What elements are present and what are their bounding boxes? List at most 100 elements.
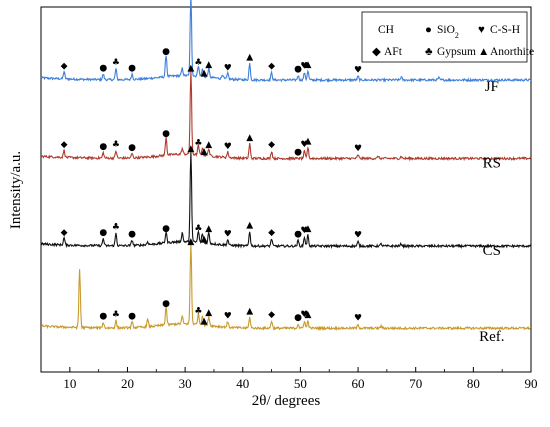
x-tick-label: 70: [409, 376, 422, 391]
legend-box: [361, 11, 528, 63]
legend-symbol-diamond: ◆: [372, 46, 382, 58]
series-label: Ref.: [479, 329, 504, 345]
triangle-marker: ▲: [304, 310, 311, 320]
series-layer: [40, 0, 532, 332]
x-tick-label: 80: [467, 376, 480, 391]
diamond-marker: ◆: [61, 62, 68, 72]
heart-marker: ♥: [300, 140, 308, 150]
legend-symbol-ch: CH: [378, 24, 394, 36]
club-marker: ♣: [194, 224, 202, 234]
x-tick-label: 30: [179, 376, 192, 391]
series-line-cs: [40, 151, 532, 250]
diamond-marker: ◆: [268, 228, 275, 238]
circle-marker: ●: [294, 313, 302, 323]
circle-marker: ●: [128, 64, 136, 74]
circle-marker: ●: [294, 65, 302, 75]
triangle-marker: ▲: [304, 60, 311, 70]
legend-label-text: SiO: [437, 24, 455, 36]
heart-marker: ♥: [224, 142, 232, 152]
heart-marker: ♥: [224, 312, 232, 322]
legend-symbol-circle: ●: [425, 24, 432, 36]
heart-marker: ♥: [224, 230, 232, 240]
club-marker: ♣: [112, 58, 120, 68]
diamond-marker: ◆: [61, 228, 68, 238]
club-marker: ♣: [112, 222, 120, 232]
triangle-marker: ▲: [205, 308, 212, 318]
circle-marker: ●: [162, 129, 170, 139]
series-line-rs: [40, 70, 532, 162]
legend-label: C-S-H: [490, 24, 520, 36]
x-tick-label: 20: [121, 376, 134, 391]
heart-marker: ♥: [300, 310, 308, 320]
legend-label-text: Anorthite: [490, 46, 534, 58]
club-marker: ♣: [194, 58, 202, 68]
legend-label-text: AFt: [384, 46, 403, 58]
circle-marker: ●: [128, 230, 136, 240]
legend-symbol-club: ♣: [425, 46, 433, 58]
diamond-marker: ◆: [268, 62, 275, 72]
circle-marker: ●: [99, 64, 107, 74]
heart-marker: ♥: [224, 64, 232, 74]
diamond-marker: ◆: [61, 140, 68, 150]
series-label: JF: [485, 79, 499, 95]
legend-label-text: C-S-H: [490, 24, 520, 36]
circle-marker: ●: [162, 224, 170, 234]
marker-layer: ◆●♣●●▲♣▲▲♥▲◆●♥▲♥◆●♣●●▲♣▲▲♥▲◆●♥▲♥◆●♣●●▲♣▲…: [61, 47, 363, 327]
triangle-marker: ▲: [201, 235, 208, 245]
legend-label-subscript: 2: [455, 31, 459, 40]
series-label: RS: [483, 156, 501, 172]
legend-label: SiO2: [437, 24, 459, 40]
triangle-marker: ▲: [205, 140, 212, 150]
plot-frame: [40, 6, 532, 373]
x-axis: 10 20 30 40 50 60 70 80 90: [40, 367, 538, 391]
triangle-marker: ▲: [187, 144, 194, 154]
x-tick-label: 40: [236, 376, 249, 391]
triangle-marker: ▲: [304, 224, 311, 234]
diamond-marker: ◆: [268, 140, 275, 150]
series-line-jf: [40, 0, 532, 84]
circle-marker: ●: [128, 143, 136, 153]
circle-marker: ●: [294, 230, 302, 240]
heart-marker: ♥: [354, 65, 362, 75]
triangle-marker: ▲: [205, 60, 212, 70]
triangle-marker: ▲: [187, 64, 194, 74]
circle-marker: ●: [99, 312, 107, 322]
x-tick-label: 10: [63, 376, 76, 391]
x-tick-label: 90: [525, 376, 538, 391]
circle-marker: ●: [99, 228, 107, 238]
circle-marker: ●: [294, 147, 302, 157]
club-marker: ♣: [112, 310, 120, 320]
club-marker: ♣: [194, 138, 202, 148]
heart-marker: ♥: [300, 226, 308, 236]
legend-label-text: Gypsum: [437, 46, 476, 58]
triangle-marker: ▲: [205, 224, 212, 234]
circle-marker: ●: [99, 142, 107, 152]
diamond-marker: ◆: [268, 310, 275, 320]
x-tick-label: 60: [352, 376, 365, 391]
triangle-marker: ▲: [246, 133, 253, 143]
triangle-marker: ▲: [304, 137, 311, 147]
legend-symbol-heart: ♥: [478, 24, 485, 36]
triangle-marker: ▲: [246, 53, 253, 63]
series-line-ref: [40, 243, 531, 332]
triangle-marker: ▲: [201, 69, 208, 79]
legend-label: AFt: [384, 46, 403, 58]
circle-marker: ●: [162, 47, 170, 57]
legend-label: Anorthite: [490, 46, 534, 58]
heart-marker: ♥: [354, 231, 362, 241]
heart-marker: ♥: [354, 144, 362, 154]
club-marker: ♣: [194, 306, 202, 316]
legend-symbol-triangle: ▲: [478, 46, 489, 58]
x-tick-label: 50: [294, 376, 307, 391]
series-label-layer: JF RS CS Ref.: [479, 79, 504, 345]
heart-marker: ♥: [354, 314, 362, 324]
legend-label: Gypsum: [437, 46, 476, 58]
club-marker: ♣: [112, 140, 120, 150]
y-axis-title: Intensity/a.u.: [8, 151, 24, 229]
triangle-marker: ▲: [187, 237, 194, 247]
triangle-marker: ▲: [201, 317, 208, 327]
heart-marker: ♥: [300, 62, 308, 72]
triangle-marker: ▲: [246, 220, 253, 230]
circle-marker: ●: [128, 312, 136, 322]
